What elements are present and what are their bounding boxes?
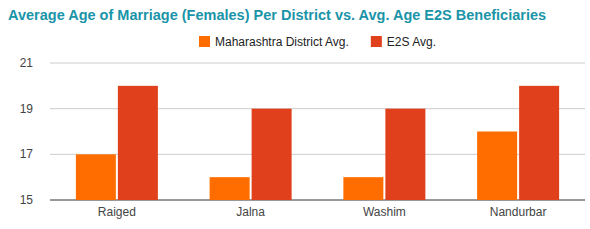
y-tick-label: 19 [20, 102, 34, 116]
bar [118, 86, 158, 200]
legend: Maharashtra District Avg. E2S Avg. [199, 35, 436, 49]
bar [519, 86, 559, 200]
legend-label: E2S Avg. [387, 35, 436, 49]
y-tick-label: 17 [20, 147, 34, 161]
y-tick-label: 21 [20, 56, 34, 70]
legend-label: Maharashtra District Avg. [215, 35, 349, 49]
y-tick-label: 15 [20, 193, 34, 207]
bar [210, 177, 250, 200]
bar [252, 109, 292, 200]
legend-swatch [371, 36, 382, 47]
x-tick-label: Nandurbar [490, 205, 547, 219]
chart-root: Average Age of Marriage (Females) Per Di… [0, 0, 590, 229]
chart-title: Average Age of Marriage (Females) Per Di… [8, 7, 546, 23]
bar [343, 177, 383, 200]
chart-svg: Average Age of Marriage (Females) Per Di… [0, 0, 590, 229]
x-tick-label: Jalna [236, 205, 265, 219]
bar [385, 109, 425, 200]
bar [76, 154, 116, 200]
x-tick-label: Washim [363, 205, 406, 219]
legend-swatch [199, 36, 210, 47]
x-tick-label: Raiged [98, 205, 136, 219]
bars [76, 86, 559, 200]
grid-line [50, 63, 585, 64]
bar [477, 132, 517, 201]
